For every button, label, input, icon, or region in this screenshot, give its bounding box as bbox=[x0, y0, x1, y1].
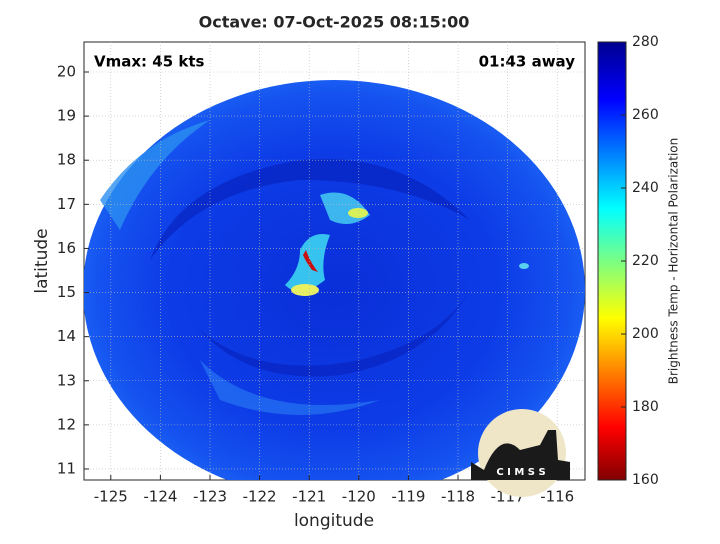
y-tick-label: 12 bbox=[57, 415, 76, 433]
time-annotation: 01:43 away bbox=[479, 53, 576, 71]
y-axis-label: latitude bbox=[32, 228, 52, 293]
colorbar-tick-label: 240 bbox=[632, 180, 659, 196]
y-tick-label: 13 bbox=[57, 371, 76, 389]
vmax-annotation: Vmax: 45 kts bbox=[94, 53, 204, 71]
logo: C I M S S bbox=[471, 409, 570, 497]
eyewall bbox=[348, 208, 368, 218]
colorbar-tick-label: 280 bbox=[632, 34, 659, 50]
y-tick-label: 14 bbox=[57, 327, 76, 345]
y-tick-label: 18 bbox=[57, 151, 76, 169]
colorbar-tick-label: 180 bbox=[632, 399, 659, 415]
colorbar-tick-label: 200 bbox=[632, 326, 659, 342]
cloud-band bbox=[100, 120, 210, 230]
rain-band bbox=[200, 290, 470, 377]
cell bbox=[519, 263, 529, 269]
x-axis-label: longitude bbox=[294, 511, 374, 531]
eyewall bbox=[303, 250, 318, 272]
y-tick-label: 20 bbox=[57, 62, 76, 80]
x-tick-label: -118 bbox=[441, 488, 475, 506]
swath bbox=[84, 80, 585, 480]
x-tick-label: -122 bbox=[243, 488, 277, 506]
x-tick-label: -120 bbox=[342, 488, 376, 506]
colorbar-tick-label: 220 bbox=[632, 253, 659, 269]
title: Octave: 07-Oct-2025 08:15:00 bbox=[199, 13, 470, 32]
x-tick-label: -124 bbox=[143, 488, 177, 506]
x-tick-label: -123 bbox=[193, 488, 227, 506]
cloud-band bbox=[200, 360, 380, 415]
colorbar-tick-label: 160 bbox=[632, 472, 659, 488]
logo-text: C I M S S bbox=[496, 467, 545, 478]
y-tick-label: 19 bbox=[57, 107, 76, 125]
eyewall bbox=[291, 284, 319, 296]
x-tick-label: -125 bbox=[94, 488, 128, 506]
rain-band bbox=[150, 158, 470, 260]
colorbar-label: Brightness Temp - Horizontal Polarizatio… bbox=[667, 138, 681, 385]
logo-silhouette bbox=[471, 430, 570, 480]
y-tick-label: 15 bbox=[57, 283, 76, 301]
y-tick-label: 17 bbox=[57, 195, 76, 213]
y-tick-label: 16 bbox=[57, 239, 76, 257]
colorbar-tick-label: 260 bbox=[632, 107, 659, 123]
y-tick-label: 11 bbox=[57, 459, 76, 477]
x-tick-label: -121 bbox=[292, 488, 326, 506]
x-tick-label: -119 bbox=[391, 488, 425, 506]
x-tick-label: -116 bbox=[540, 488, 574, 506]
